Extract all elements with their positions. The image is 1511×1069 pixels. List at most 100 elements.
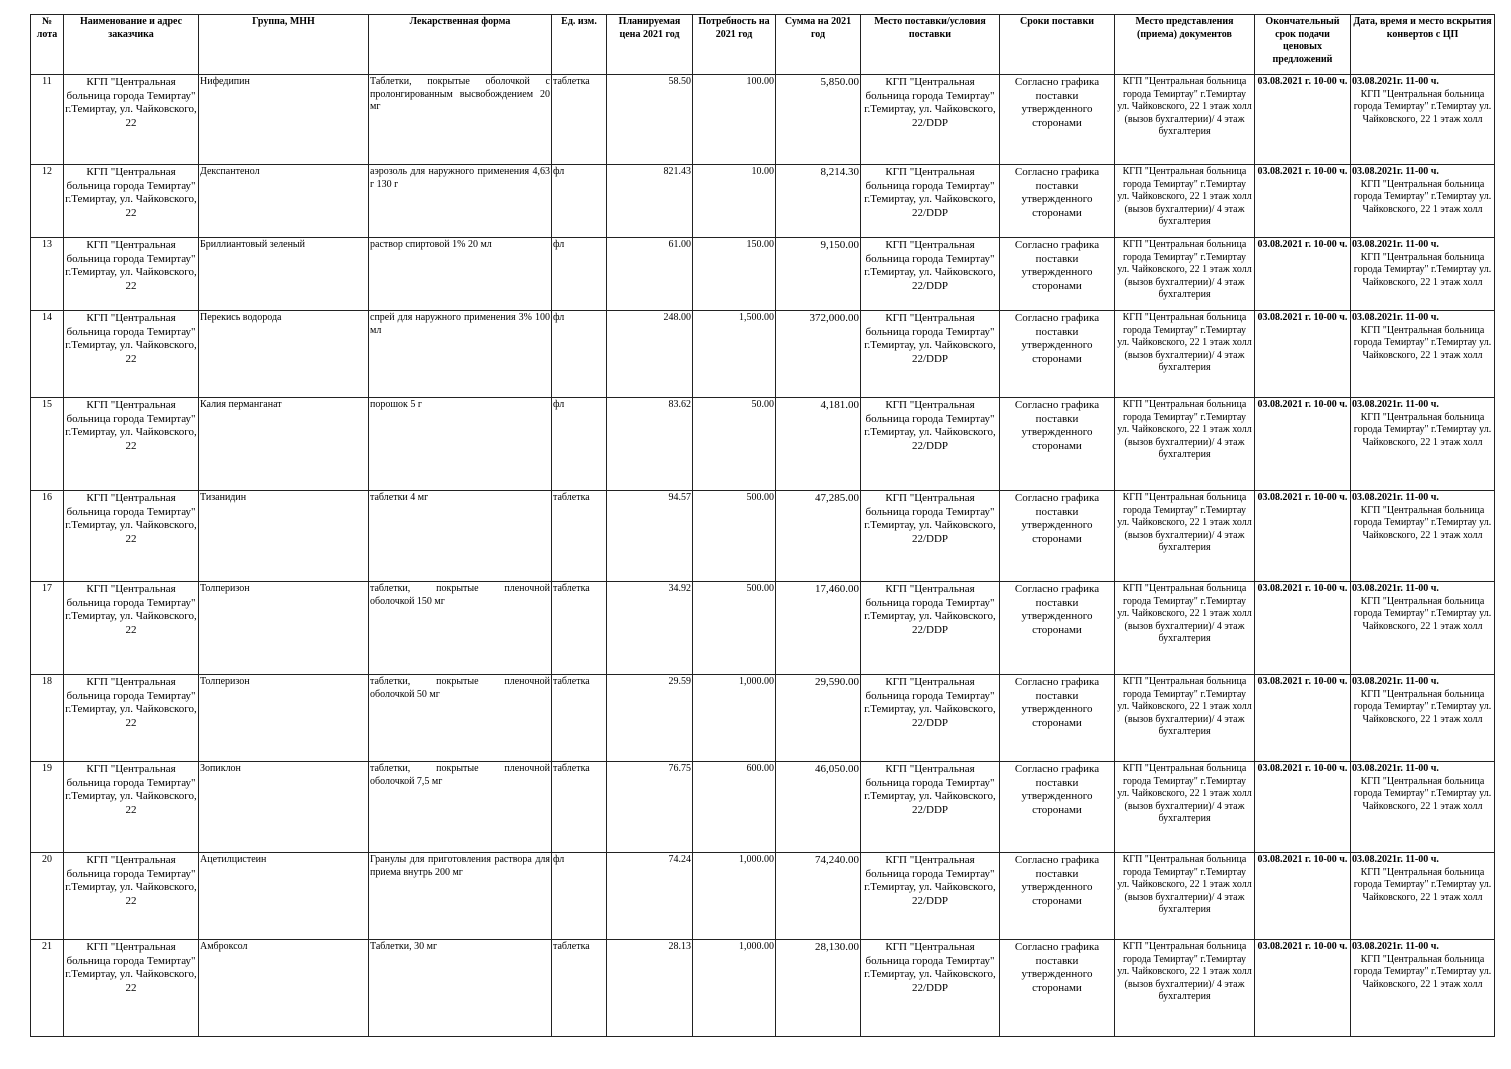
cell-qty: 100.00 <box>692 74 776 165</box>
cell-price: 76.75 <box>606 761 693 853</box>
cell-deadline: 03.08.2021 г. 10-00 ч. <box>1254 74 1351 165</box>
cell-unit: таблетка <box>551 674 607 762</box>
cell-delivery-place: КГП "Центральная больница города Темирта… <box>860 852 1000 940</box>
cell-sum: 5,850.00 <box>775 74 861 165</box>
cell-mnn: Тизанидин <box>198 490 369 582</box>
cell-delivery-terms: Согласно графика поставки утвержденного … <box>999 74 1115 165</box>
cell-sum: 17,460.00 <box>775 581 861 675</box>
header-lot: № лота <box>30 14 64 75</box>
cell-delivery-terms: Согласно графика поставки утвержденного … <box>999 490 1115 582</box>
cell-delivery-terms: Согласно графика поставки утвержденного … <box>999 761 1115 853</box>
cell-lot: 14 <box>30 310 64 398</box>
cell-price: 28.13 <box>606 939 693 1037</box>
cell-customer: КГП "Центральная больница города Темирта… <box>63 490 199 582</box>
cell-sum: 29,590.00 <box>775 674 861 762</box>
cell-customer: КГП "Центральная больница города Темирта… <box>63 74 199 165</box>
cell-deadline: 03.08.2021 г. 10-00 ч. <box>1254 490 1351 582</box>
cell-delivery-place: КГП "Центральная больница города Темирта… <box>860 939 1000 1037</box>
header-sum: Сумма на 2021 год <box>775 14 861 75</box>
cell-delivery-place: КГП "Центральная больница города Темирта… <box>860 490 1000 582</box>
cell-qty: 500.00 <box>692 581 776 675</box>
opening-place: КГП "Центральная больница города Темирта… <box>1353 88 1492 125</box>
cell-sum: 9,150.00 <box>775 237 861 311</box>
table-row: 14 КГП "Центральная больница города Темир… <box>30 310 1495 398</box>
cell-delivery-terms: Согласно графика поставки утвержденного … <box>999 237 1115 311</box>
cell-customer: КГП "Центральная больница города Темирта… <box>63 397 199 491</box>
cell-customer: КГП "Центральная больница города Темирта… <box>63 761 199 853</box>
cell-docs-place: КГП "Центральная больница города Темирта… <box>1114 939 1255 1037</box>
table-row: 13 КГП "Центральная больница города Темир… <box>30 237 1495 311</box>
cell-sum: 4,181.00 <box>775 397 861 491</box>
cell-lot: 18 <box>30 674 64 762</box>
cell-form: Таблетки, покрытые оболочкой с пролонгир… <box>368 74 552 165</box>
cell-docs-place: КГП "Центральная больница города Темирта… <box>1114 581 1255 675</box>
cell-delivery-place: КГП "Центральная больница города Темирта… <box>860 581 1000 675</box>
cell-sum: 8,214.30 <box>775 164 861 238</box>
cell-mnn: Амброксол <box>198 939 369 1037</box>
cell-price: 74.24 <box>606 852 693 940</box>
cell-customer: КГП "Центральная больница города Темирта… <box>63 310 199 398</box>
cell-customer: КГП "Центральная больница города Темирта… <box>63 237 199 311</box>
cell-price: 61.00 <box>606 237 693 311</box>
cell-unit: таблетка <box>551 490 607 582</box>
cell-qty: 50.00 <box>692 397 776 491</box>
cell-unit: фл <box>551 164 607 238</box>
cell-mnn: Калия перманганат <box>198 397 369 491</box>
cell-qty: 10.00 <box>692 164 776 238</box>
cell-deadline: 03.08.2021 г. 10-00 ч. <box>1254 852 1351 940</box>
opening-datetime: 03.08.2021г. 11-00 ч. <box>1352 399 1439 410</box>
cell-form: аэрозоль для наружного применения 4,63 г… <box>368 164 552 238</box>
procurement-table: № лота Наименование и адрес заказчика Груп… <box>30 14 1495 1037</box>
cell-opening: 03.08.2021г. 11-00 ч. КГП "Центральная бо… <box>1350 164 1495 238</box>
cell-price: 29.59 <box>606 674 693 762</box>
table-row: 11 КГП "Центральная больница города Темир… <box>30 74 1495 165</box>
cell-qty: 1,000.00 <box>692 939 776 1037</box>
header-docs-place: Место представления (приема) документов <box>1114 14 1255 75</box>
opening-place: КГП "Центральная больница города Темирта… <box>1353 595 1492 632</box>
cell-deadline: 03.08.2021 г. 10-00 ч. <box>1254 397 1351 491</box>
cell-lot: 11 <box>30 74 64 165</box>
cell-opening: 03.08.2021г. 11-00 ч. КГП "Центральная бо… <box>1350 581 1495 675</box>
cell-mnn: Декспантенол <box>198 164 369 238</box>
opening-datetime: 03.08.2021г. 11-00 ч. <box>1352 312 1439 323</box>
opening-datetime: 03.08.2021г. 11-00 ч. <box>1352 854 1439 865</box>
cell-mnn: Ацетилцистеин <box>198 852 369 940</box>
header-opening: Дата, время и место вскрытия конвертов с… <box>1350 14 1495 75</box>
cell-customer: КГП "Центральная больница города Темирта… <box>63 939 199 1037</box>
cell-price: 821.43 <box>606 164 693 238</box>
cell-unit: таблетка <box>551 581 607 675</box>
cell-mnn: Толперизон <box>198 674 369 762</box>
cell-opening: 03.08.2021г. 11-00 ч. КГП "Центральная бо… <box>1350 939 1495 1037</box>
cell-sum: 372,000.00 <box>775 310 861 398</box>
cell-opening: 03.08.2021г. 11-00 ч. КГП "Центральная бо… <box>1350 674 1495 762</box>
cell-customer: КГП "Центральная больница города Темирта… <box>63 164 199 238</box>
opening-datetime: 03.08.2021г. 11-00 ч. <box>1352 941 1439 952</box>
cell-sum: 74,240.00 <box>775 852 861 940</box>
cell-customer: КГП "Центральная больница города Темирта… <box>63 852 199 940</box>
cell-price: 248.00 <box>606 310 693 398</box>
cell-form: таблетки, покрытые пленочной оболочкой 1… <box>368 581 552 675</box>
cell-mnn: Бриллиантовый зеленый <box>198 237 369 311</box>
cell-docs-place: КГП "Центральная больница города Темирта… <box>1114 237 1255 311</box>
cell-form: таблетки 4 мг <box>368 490 552 582</box>
cell-qty: 150.00 <box>692 237 776 311</box>
cell-delivery-place: КГП "Центральная больница города Темирта… <box>860 397 1000 491</box>
opening-place: КГП "Центральная больница города Темирта… <box>1353 251 1492 288</box>
table-row: 19 КГП "Центральная больница города Темир… <box>30 761 1495 853</box>
opening-datetime: 03.08.2021г. 11-00 ч. <box>1352 763 1439 774</box>
header-form: Лекарственная форма <box>368 14 552 75</box>
cell-delivery-terms: Согласно графика поставки утвержденного … <box>999 852 1115 940</box>
cell-docs-place: КГП "Центральная больница города Темирта… <box>1114 674 1255 762</box>
cell-delivery-place: КГП "Центральная больница города Темирта… <box>860 164 1000 238</box>
opening-datetime: 03.08.2021г. 11-00 ч. <box>1352 76 1439 87</box>
cell-sum: 28,130.00 <box>775 939 861 1037</box>
cell-mnn: Нифедипин <box>198 74 369 165</box>
cell-delivery-place: КГП "Центральная больница города Темирта… <box>860 310 1000 398</box>
cell-form: таблетки, покрытые пленочной оболочкой 7… <box>368 761 552 853</box>
cell-opening: 03.08.2021г. 11-00 ч. КГП "Центральная бо… <box>1350 490 1495 582</box>
cell-docs-place: КГП "Центральная больница города Темирта… <box>1114 761 1255 853</box>
cell-mnn: Перекись водорода <box>198 310 369 398</box>
cell-lot: 19 <box>30 761 64 853</box>
header-delivery-place: Место поставки/условия поставки <box>860 14 1000 75</box>
table-row: 18 КГП "Центральная больница города Темир… <box>30 674 1495 762</box>
